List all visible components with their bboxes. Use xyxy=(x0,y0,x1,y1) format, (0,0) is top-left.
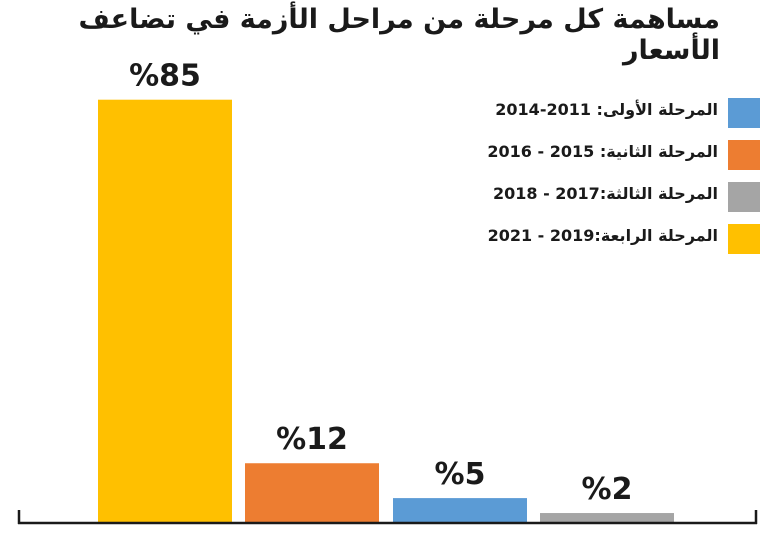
bar-value-label-3: %5 xyxy=(435,457,486,492)
bar-2 xyxy=(245,463,379,523)
chart-title: مساهمة كل مرحلة من مراحل الأزمة في تضاعف… xyxy=(78,4,721,66)
legend-label: المرحلة الثالثة:2017 - 2018 xyxy=(492,184,718,203)
legend-label: المرحلة الثانية: 2015 - 2016 xyxy=(487,142,718,161)
legend-label: المرحلة الرابعة:2019 - 2021 xyxy=(487,226,718,245)
legend-item-phase-3: المرحلة الثالثة:2017 - 2018 xyxy=(420,180,760,212)
bar-4 xyxy=(540,513,674,523)
legend-item-phase-1: المرحلة الأولى: 2011-2014 xyxy=(420,96,760,128)
value-labels-layer: %85 %12 %5 %2 xyxy=(129,59,632,507)
chart-legend: المرحلة الأولى: 2011-2014 المرحلة الثاني… xyxy=(420,96,760,264)
bar-value-label-2: %12 xyxy=(276,422,348,457)
bar-value-label-4: %2 xyxy=(582,472,633,507)
legend-label: المرحلة الأولى: 2011-2014 xyxy=(495,100,718,119)
legend-swatch xyxy=(728,182,760,212)
bar-value-label-1: %85 xyxy=(129,59,201,94)
bar-1 xyxy=(98,99,232,523)
x-axis xyxy=(17,510,758,525)
legend-item-phase-2: المرحلة الثانية: 2015 - 2016 xyxy=(420,138,760,170)
bars-layer xyxy=(98,99,674,523)
legend-item-phase-4: المرحلة الرابعة:2019 - 2021 xyxy=(420,222,760,254)
bar-3 xyxy=(393,498,527,523)
legend-swatch xyxy=(728,224,760,254)
legend-swatch xyxy=(728,98,760,128)
legend-swatch xyxy=(728,140,760,170)
